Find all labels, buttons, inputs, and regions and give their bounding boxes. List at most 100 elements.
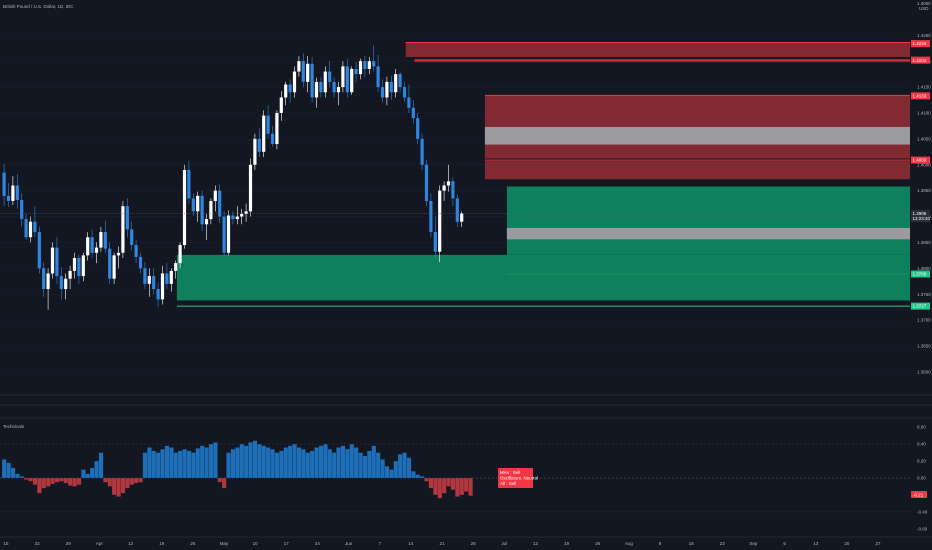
candle-bear [138,256,143,269]
candle-bull [94,247,99,253]
candle-bear [416,118,420,139]
oscillator-bar-negative [468,477,473,496]
candle-bear [152,276,156,290]
oscillator-bar-negative [59,477,64,482]
oscillator-bar-positive [186,450,192,479]
oscillator-bar-negative [67,477,73,486]
axis-top-label-2: USD [919,6,929,11]
oscillator-bar-negative [437,477,443,499]
time-tick-label: 26 [190,541,196,546]
oscillator-bar-negative [111,477,117,496]
oscillator-bar-positive [287,445,293,479]
oscillator-bar-positive [389,469,394,479]
oscillator-bar-positive [314,447,319,479]
candle-bull [446,181,451,186]
candle-bear [231,215,235,220]
oscillator-bar-positive [274,452,280,479]
oscillator-bar-positive [296,447,302,479]
candle-bear [257,138,261,152]
time-tick-label: 19 [564,541,570,546]
supply-zone [414,59,910,63]
candle-bull [358,61,363,75]
oscillator-bar-positive [340,445,346,479]
candle-bear [222,216,226,253]
candle-bear [424,164,429,201]
price-tag [911,156,930,164]
oscillator-bar-positive [243,445,249,479]
candle-bull [50,247,55,274]
oscillator-bar-negative [138,477,143,483]
candle-bull [72,257,77,271]
oscillator-bar-negative [107,477,113,487]
oscillator-bar-negative [32,477,38,485]
indicator-value-tag [911,491,927,498]
price-tick-label: 1.3850 [917,240,931,245]
demand-zone [176,254,910,301]
oscillator-bar-positive [309,450,315,479]
candle-bull [248,164,253,212]
candle-bull [341,66,345,88]
oscillator-bar-positive [182,449,187,479]
oscillator-tick-label: -0.40 [917,510,928,515]
oscillator-bar-positive [235,447,240,479]
candle-bull [297,61,301,72]
tooltip-line-3: All : Sell [500,481,516,486]
candle-bear [266,115,270,134]
oscillator-bar-negative [54,477,60,483]
price-tag-label: 13:23:40 [913,216,931,221]
price-tag [911,215,930,223]
oscillator-bar-positive [393,460,399,479]
candle-bull [438,190,442,252]
oscillator-bar-positive [415,474,421,479]
time-tick-label: 12 [128,541,134,546]
candle-bear [433,232,437,252]
time-tick-label: 28 [471,541,477,546]
time-tick-label: 19 [159,541,165,546]
candle-bear [2,172,6,196]
oscillator-bar-positive [358,452,363,479]
symbol-title[interactable]: British Pound / U.S. Dollar, 1D, IDC [3,4,74,9]
candle-bear [20,199,24,220]
time-tick-label: 24 [315,541,321,546]
candle-bear [33,221,37,233]
candle-bull [323,71,327,93]
oscillator-bar-positive [155,452,161,479]
oscillator-bar-positive [411,471,416,479]
oscillator-bar-positive [15,473,20,479]
candle-bull [169,270,173,284]
time-axis[interactable]: 15 22 29 Apr 12 19 26 May 10 17 24 Jun 7 14 21 28 Jul 12 1… [3,541,881,546]
price-tag-label: 1.3906 [913,211,927,216]
candle-bear [59,276,63,290]
price-tag-label: 1.4133 [913,93,927,98]
price-tick-label: 1.4250 [917,33,931,38]
candle-bull [244,211,248,214]
supply-zone [405,42,910,58]
candle-bear [455,198,459,222]
candle-bull [240,213,244,217]
time-tick-label: Jul [501,541,507,546]
candle-bear [130,229,134,246]
candle-bear [328,71,332,82]
price-axis[interactable] [910,0,932,400]
oscillator-bar-negative [221,477,227,489]
time-tick-label: 12 [533,541,539,546]
price-tag-label: 1.3727 [913,304,927,309]
indicator-name[interactable]: Technicals [3,424,25,429]
oscillator-bar-positive [173,452,179,479]
candle-bull [112,255,116,279]
candle-bull [336,87,341,93]
oscillator-bar-negative [129,477,135,485]
candle-bull [284,84,288,98]
candle-bear [90,237,94,253]
oscillator-bar-negative [133,477,139,484]
candle-bull [253,138,257,165]
price-tick-label: 1.3700 [917,318,931,323]
price-tag [911,56,930,64]
oscillator-bar-negative [23,477,29,480]
time-tick-label: 10 [253,541,259,546]
candle-bull [160,273,165,300]
candle-bear [108,248,112,279]
candle-bear [15,185,19,200]
time-tick-label: 15 [3,541,9,546]
